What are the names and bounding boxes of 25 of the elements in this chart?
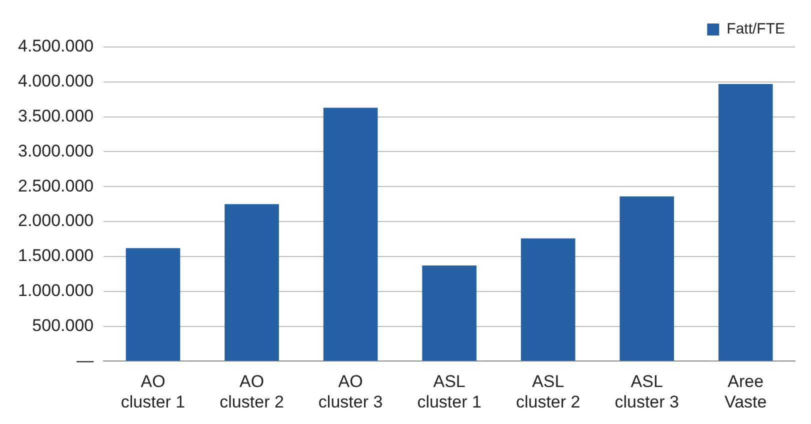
bar	[718, 84, 773, 361]
bar	[520, 238, 576, 361]
x-tick-label: ASL cluster 2	[516, 372, 580, 412]
x-tick-label: ASL cluster 1	[417, 372, 482, 412]
bar	[323, 108, 378, 361]
y-tick-label: 3.500.000	[18, 106, 94, 126]
y-tick-label: 4.000.000	[18, 72, 94, 91]
y-tick-label: 2.500.000	[18, 176, 94, 196]
x-tick-label: ASL cluster 3	[614, 372, 679, 412]
legend-label: Fatt/FTE	[726, 20, 786, 38]
x-tick-label: AO cluster 3	[318, 372, 383, 412]
x-tick-label: Aree Vaste	[724, 372, 767, 412]
bar	[620, 196, 674, 361]
y-tick-label: —	[76, 350, 94, 370]
y-tick-label: 3.000.000	[18, 141, 94, 160]
y-tick-label: 1.000.000	[18, 281, 94, 300]
y-tick-label: 4.500.000	[18, 36, 94, 56]
y-tick-label: 2.000.000	[18, 211, 94, 230]
bar	[126, 248, 180, 361]
bar	[422, 266, 476, 361]
x-tick-label: AO cluster 2	[220, 372, 284, 412]
y-tick-label: 500.000	[32, 316, 94, 335]
x-tick-label: AO cluster 1	[120, 372, 186, 412]
y-tick-label: 1.500.000	[18, 246, 94, 266]
bar	[224, 204, 279, 361]
